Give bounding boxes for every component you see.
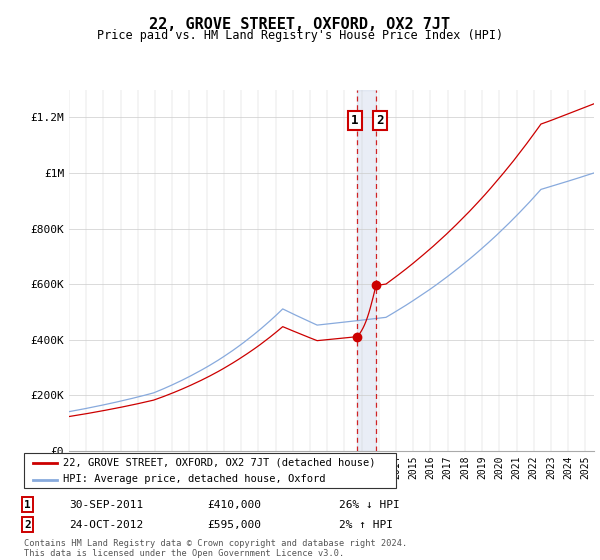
- Text: £410,000: £410,000: [207, 500, 261, 510]
- Text: 1: 1: [24, 500, 31, 510]
- Text: 30-SEP-2011: 30-SEP-2011: [69, 500, 143, 510]
- FancyBboxPatch shape: [24, 453, 396, 488]
- Text: 2: 2: [376, 114, 384, 127]
- Text: 24-OCT-2012: 24-OCT-2012: [69, 520, 143, 530]
- Text: 22, GROVE STREET, OXFORD, OX2 7JT (detached house): 22, GROVE STREET, OXFORD, OX2 7JT (detac…: [63, 458, 376, 468]
- Text: 2: 2: [24, 520, 31, 530]
- Bar: [358, 90, 376, 451]
- Text: 1: 1: [351, 114, 358, 127]
- Text: 22, GROVE STREET, OXFORD, OX2 7JT: 22, GROVE STREET, OXFORD, OX2 7JT: [149, 17, 451, 32]
- Text: 26% ↓ HPI: 26% ↓ HPI: [339, 500, 400, 510]
- Text: £595,000: £595,000: [207, 520, 261, 530]
- Text: Price paid vs. HM Land Registry's House Price Index (HPI): Price paid vs. HM Land Registry's House …: [97, 29, 503, 42]
- Text: Contains HM Land Registry data © Crown copyright and database right 2024.
This d: Contains HM Land Registry data © Crown c…: [24, 539, 407, 558]
- Text: 2% ↑ HPI: 2% ↑ HPI: [339, 520, 393, 530]
- Text: HPI: Average price, detached house, Oxford: HPI: Average price, detached house, Oxfo…: [63, 474, 326, 484]
